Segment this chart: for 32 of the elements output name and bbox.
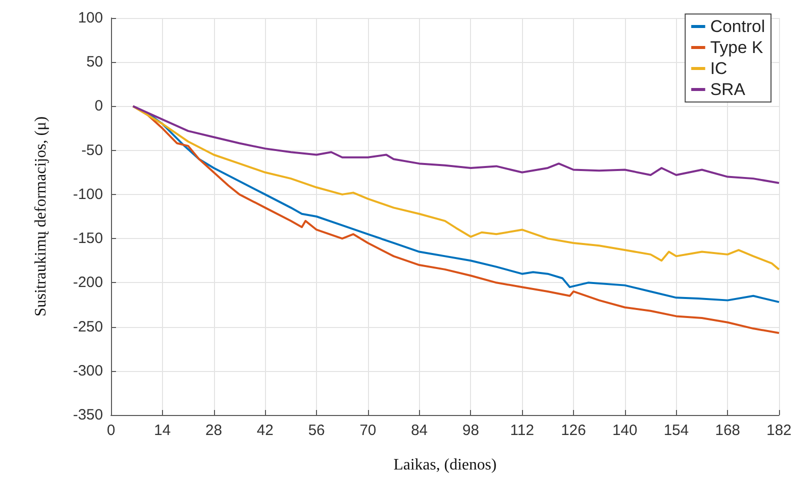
- x-tick-label: 126: [560, 422, 586, 439]
- x-tick-label: 28: [205, 422, 222, 439]
- y-tick-label: -350: [72, 406, 103, 424]
- y-tick-label: -100: [72, 186, 103, 203]
- x-tick-label: 56: [308, 422, 325, 439]
- y-axis-title: Susitraukimų deformacijos, (μ): [32, 116, 50, 317]
- y-tick-label: 50: [86, 54, 103, 71]
- y-tick-label: -50: [81, 142, 103, 159]
- legend-label: Control: [710, 17, 766, 36]
- x-tick-label: 70: [360, 422, 376, 439]
- y-tick-label: 0: [94, 98, 103, 115]
- line-series: [132, 105, 780, 270]
- x-tick-label: 168: [715, 422, 740, 439]
- x-tick-label: 98: [462, 422, 480, 439]
- y-tick-label: -250: [72, 318, 103, 336]
- line-series: [132, 105, 780, 184]
- y-tick-label: -200: [72, 274, 103, 292]
- y-tick-label: -300: [72, 362, 103, 380]
- y-tick-label: 100: [78, 10, 103, 26]
- x-tick-label: 140: [612, 422, 638, 439]
- y-tick-label: -150: [72, 230, 103, 248]
- x-tick-label: 84: [410, 422, 428, 439]
- x-tick-label: 14: [154, 422, 171, 439]
- x-tick-label: 182: [766, 422, 792, 439]
- x-tick-label: 42: [256, 422, 274, 439]
- legend-label: SRA: [710, 80, 746, 99]
- legend-label: IC: [710, 59, 728, 78]
- x-tick-label: 154: [664, 422, 689, 439]
- x-tick-label: 112: [510, 422, 534, 439]
- x-axis-title: Laikas, (dienos): [393, 456, 497, 474]
- x-tick-label: 0: [106, 422, 116, 439]
- legend-label: Type K: [710, 38, 764, 57]
